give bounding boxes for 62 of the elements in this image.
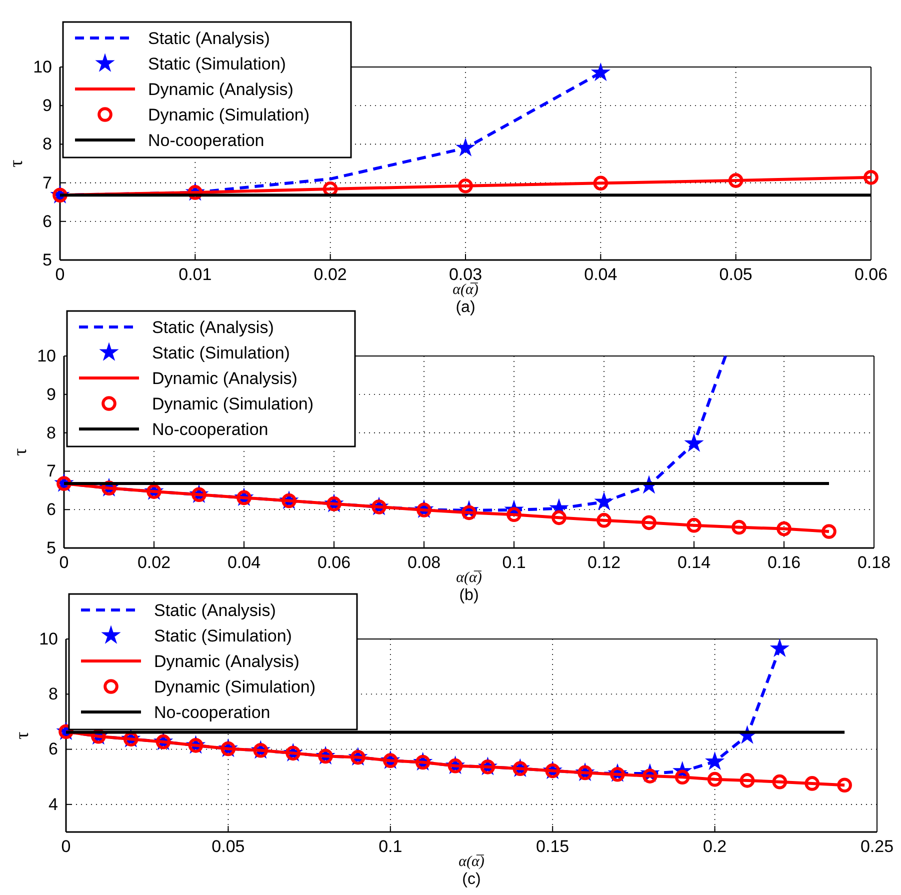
y-tick-label: 4 — [48, 794, 58, 814]
x-tick-label: 0.14 — [677, 553, 711, 572]
y-tick-label: 8 — [48, 684, 58, 704]
x-tick-label: 0.15 — [536, 837, 570, 856]
x-tick-label: 0.08 — [407, 553, 441, 572]
x-tick-label: 0.25 — [860, 837, 894, 856]
x-tick-label: 0.04 — [584, 265, 618, 284]
y-axis-title: τ — [10, 448, 31, 456]
y-tick-label: 9 — [46, 384, 56, 404]
x-tick-label: 0.05 — [719, 265, 752, 284]
x-tick-label: 0 — [55, 265, 65, 284]
legend-label: No-cooperation — [148, 131, 264, 150]
x-axis-title: α(α̅) — [456, 570, 482, 586]
x-tick-label: 0.02 — [314, 265, 347, 284]
legend-label: Dynamic (Simulation) — [152, 394, 314, 414]
legend-label: Dynamic (Simulation) — [148, 106, 310, 124]
y-tick-label: 7 — [42, 173, 52, 192]
y-tick-label: 10 — [37, 346, 56, 366]
x-tick-label: 0.04 — [227, 553, 261, 572]
x-tick-label: 0.05 — [212, 837, 245, 856]
text: (c) — [462, 871, 481, 888]
x-tick-label: 0.02 — [137, 553, 171, 572]
legend-label: Static (Analysis) — [148, 29, 270, 48]
y-tick-label: 6 — [48, 740, 58, 759]
legend-label: Static (Simulation) — [154, 626, 292, 646]
y-tick-label: 5 — [46, 538, 56, 558]
x-tick-label: 0.1 — [378, 837, 402, 856]
y-tick-label: 6 — [46, 500, 56, 520]
y-tick-label: 6 — [42, 212, 52, 231]
y-tick-label: 10 — [39, 629, 58, 648]
legend-label: Dynamic (Simulation) — [154, 678, 316, 696]
legend-label: Dynamic (Analysis) — [154, 652, 300, 671]
x-axis-title: α(α̅) — [452, 282, 478, 298]
x-tick-label: 0.2 — [702, 837, 727, 856]
legend-label: Dynamic (Analysis) — [148, 80, 294, 99]
y-tick-label: 8 — [42, 134, 52, 154]
x-tick-label: 0.18 — [857, 553, 891, 572]
legend-label: Static (Analysis) — [152, 318, 274, 337]
x-axis-title: α(α̅) — [458, 854, 484, 870]
x-tick-label: 0 — [61, 837, 71, 856]
y-axis-title: τ — [6, 159, 27, 168]
legend-label: Static (Simulation) — [152, 344, 290, 362]
x-tick-label: 0 — [59, 553, 69, 572]
legend-label: No-cooperation — [154, 703, 270, 722]
legend-label: Static (Analysis) — [154, 601, 276, 620]
x-tick-label: 0.01 — [178, 265, 212, 284]
y-tick-label: 9 — [42, 96, 52, 116]
y-tick-label: 7 — [46, 462, 56, 481]
legend-label: Dynamic (Analysis) — [152, 369, 298, 388]
legend-label: Static (Simulation) — [148, 54, 286, 74]
legend-label: No-cooperation — [152, 420, 268, 439]
y-tick-label: 8 — [46, 423, 56, 442]
x-tick-label: 0.1 — [502, 553, 526, 572]
text: (b) — [459, 587, 479, 604]
y-tick-label: 5 — [42, 250, 52, 270]
x-tick-label: 0.12 — [587, 553, 621, 572]
y-tick-label: 10 — [33, 57, 52, 76]
text: (a) — [456, 299, 476, 316]
x-tick-label: 0.06 — [317, 553, 351, 572]
y-axis-title: τ — [12, 731, 33, 740]
x-tick-label: 0.16 — [767, 553, 801, 572]
x-tick-label: 0.06 — [854, 265, 888, 284]
